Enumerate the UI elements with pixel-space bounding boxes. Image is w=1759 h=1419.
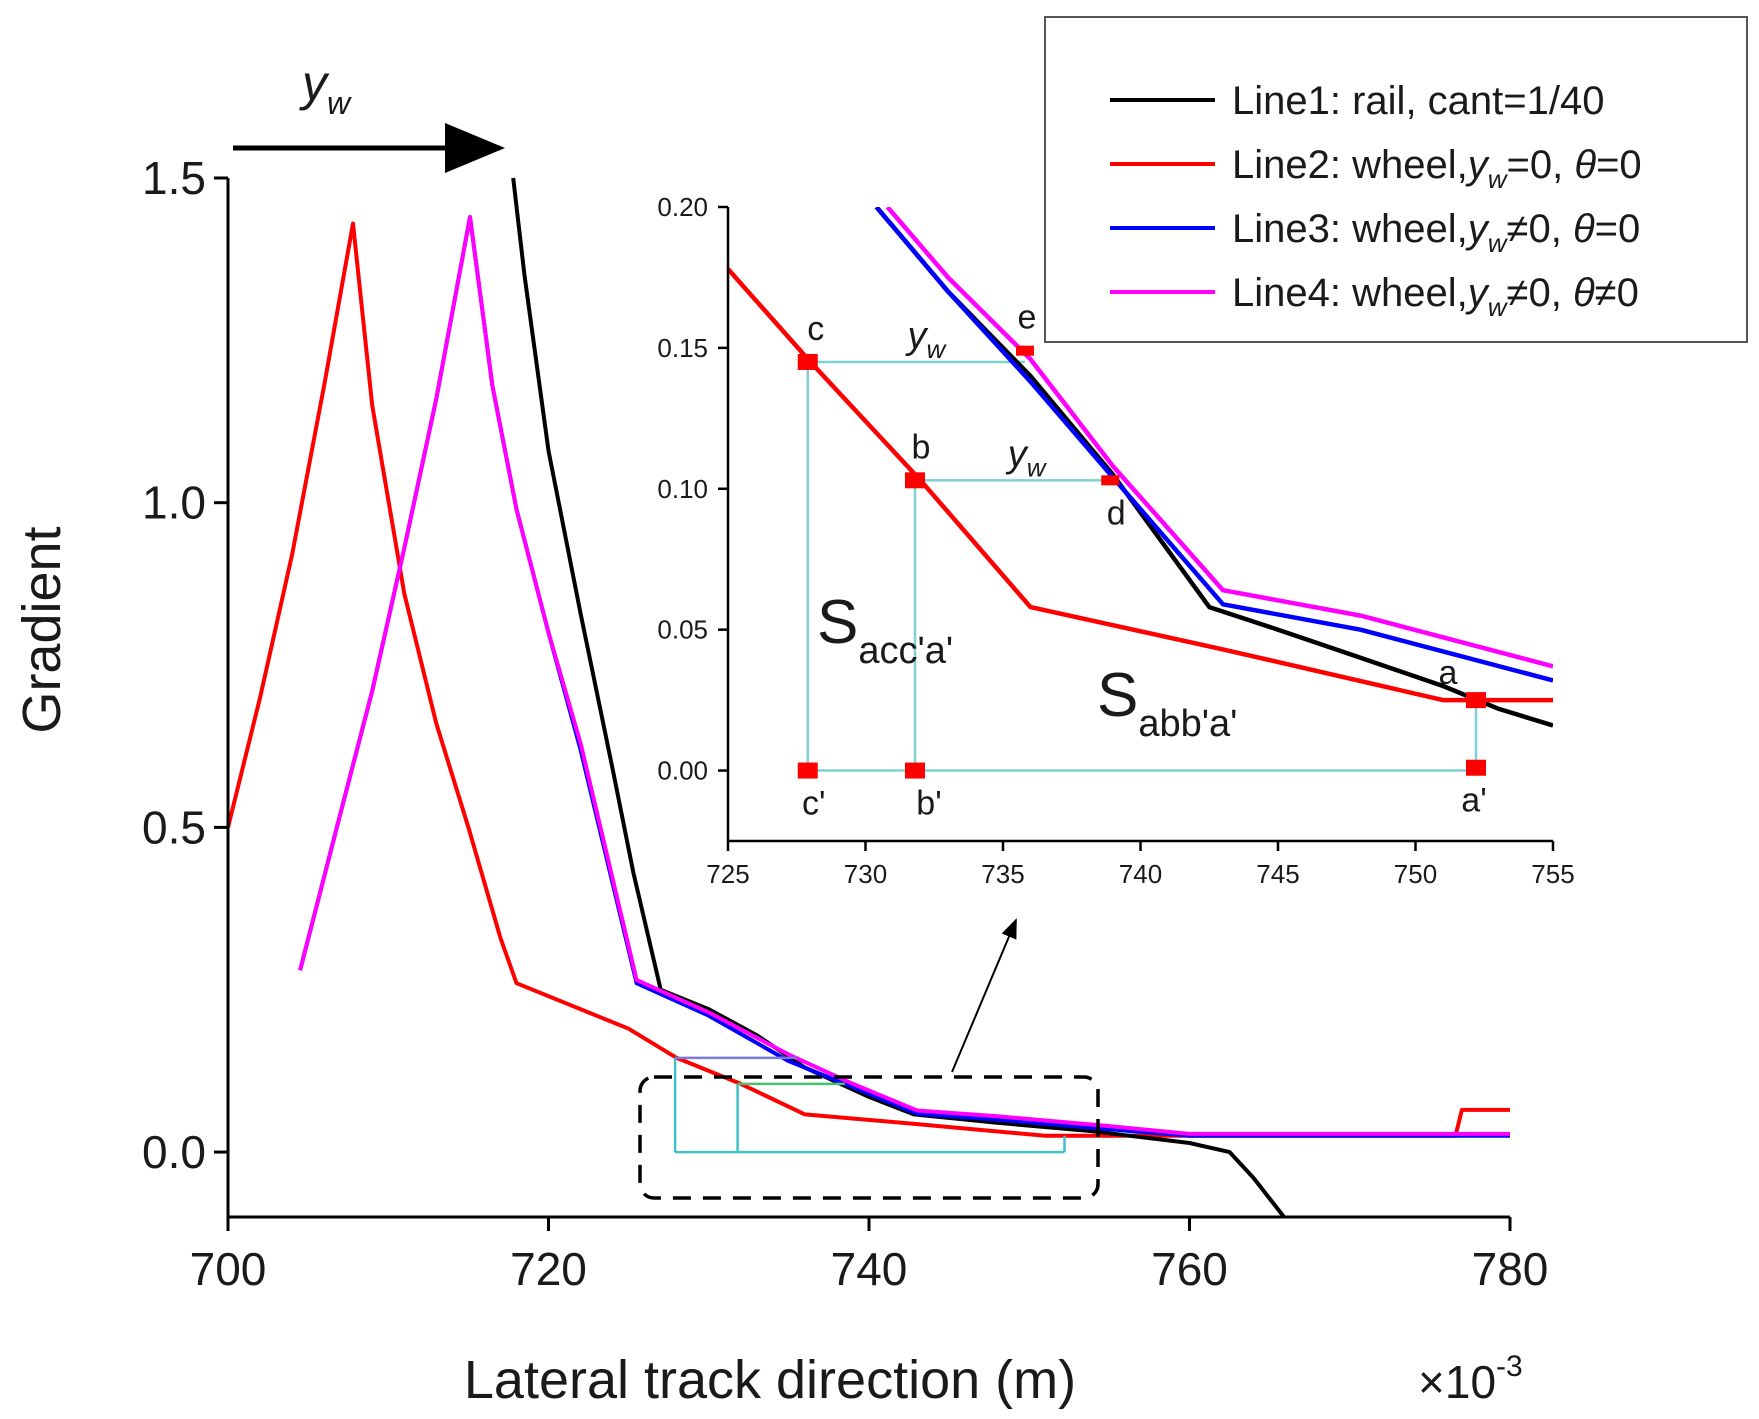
inset-x-tick-label: 735 <box>981 859 1024 889</box>
legend-label-line2: Line2: wheel,yw=0, θ=0 <box>1232 143 1642 194</box>
inset-point-label-e: e <box>1018 299 1037 337</box>
inset-series-line-line2 <box>728 267 1553 703</box>
zoom-arrow <box>951 918 1017 1073</box>
inset-marker-d <box>1101 475 1120 486</box>
inset-x-tick-label: 745 <box>1256 859 1299 889</box>
main-y-tick-label: 1.5 <box>142 152 206 204</box>
main-x-tick-label: 740 <box>831 1243 908 1295</box>
x-axis-multiplier: ×10-3 <box>1418 1350 1523 1408</box>
main-series-line-line4 <box>298 215 1510 1136</box>
inset-x-tick-label: 750 <box>1394 859 1437 889</box>
inset-marker-a <box>1466 692 1486 709</box>
inset-marker-c <box>797 353 818 370</box>
main-overlay-group <box>673 1056 1066 1154</box>
inset-point-label-d: d <box>1107 494 1126 532</box>
inset-point-label-c: c <box>807 310 824 348</box>
shift-label-yw: yw <box>299 55 352 121</box>
x-axis-title: Lateral track direction (m) <box>464 1350 1076 1410</box>
inset-marker-a-prime <box>1466 759 1486 776</box>
legend-box <box>1044 16 1748 343</box>
inset-y-tick-label: 0.20 <box>657 192 708 222</box>
main-x-tick-label: 760 <box>1151 1243 1228 1295</box>
inset-y-tick-label: 0.05 <box>657 615 708 645</box>
main-x-tick-label: 780 <box>1472 1243 1549 1295</box>
inset-marker-b <box>905 472 925 489</box>
legend-entries: Line1: rail, cant=1/40 Line2: wheel,yw=0,… <box>1110 79 1642 322</box>
y-axis-title: Gradient <box>12 526 72 733</box>
inset-axes: 725 730 735 740 745 750 755 0.00 0.05 0.10 0.15 0.2… <box>657 192 1574 889</box>
main-x-tick-label: 720 <box>510 1243 587 1295</box>
inset-x-tick-label: 725 <box>706 859 749 889</box>
inset-markers <box>797 345 1486 779</box>
inset-point-label-c-prime: c' <box>802 785 826 823</box>
inset-series-line-line4 <box>885 207 1553 669</box>
zoom-region-box <box>638 1075 1100 1200</box>
main-series-group <box>226 177 1510 1219</box>
inset-y-tick-label: 0.10 <box>657 474 708 504</box>
inset-x-tick-label: 740 <box>1119 859 1162 889</box>
inset-shift-label-lower: yw <box>1005 433 1048 482</box>
inset-marker-e <box>1016 345 1034 356</box>
inset-x-tick-label: 755 <box>1531 859 1574 889</box>
legend: Line1: rail, cant=1/40 Line2: wheel,yw=0,… <box>1044 16 1748 343</box>
inset-x-tick-label: 730 <box>844 859 887 889</box>
legend-label-line1: Line1: rail, cant=1/40 <box>1232 79 1604 123</box>
inset-y-tick-label: 0.15 <box>657 333 708 363</box>
main-y-tick-label: 0.0 <box>142 1126 206 1178</box>
main-axes: 700 720 740 760 780 0.0 0.5 1.0 1.5 <box>142 152 1548 1295</box>
legend-label-line3: Line3: wheel,yw≠0, θ=0 <box>1232 207 1640 258</box>
inset-point-label-b-prime: b' <box>916 785 941 823</box>
legend-label-line4: Line4: wheel,yw≠0, θ≠0 <box>1232 271 1639 322</box>
main-y-tick-label: 1.0 <box>142 477 206 529</box>
inset-point-label-a-prime: a' <box>1461 782 1486 820</box>
inset-marker-c-prime <box>797 762 818 779</box>
inset-point-label-b: b <box>912 428 931 466</box>
shift-annotation: yw <box>233 55 505 173</box>
inset-marker-b-prime <box>905 762 925 779</box>
inset-y-tick-label: 0.00 <box>657 756 708 786</box>
inset-point-label-a: a <box>1439 654 1458 692</box>
main-x-tick-label: 700 <box>190 1243 267 1295</box>
main-y-tick-label: 0.5 <box>142 801 206 853</box>
